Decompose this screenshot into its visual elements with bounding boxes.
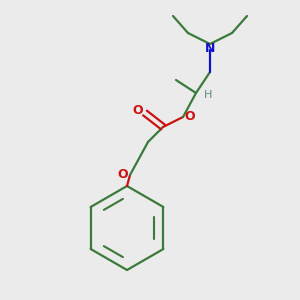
Text: H: H	[204, 90, 212, 100]
Text: O: O	[185, 110, 195, 122]
Text: O: O	[118, 167, 128, 181]
Text: O: O	[133, 104, 143, 118]
Text: N: N	[205, 43, 215, 56]
